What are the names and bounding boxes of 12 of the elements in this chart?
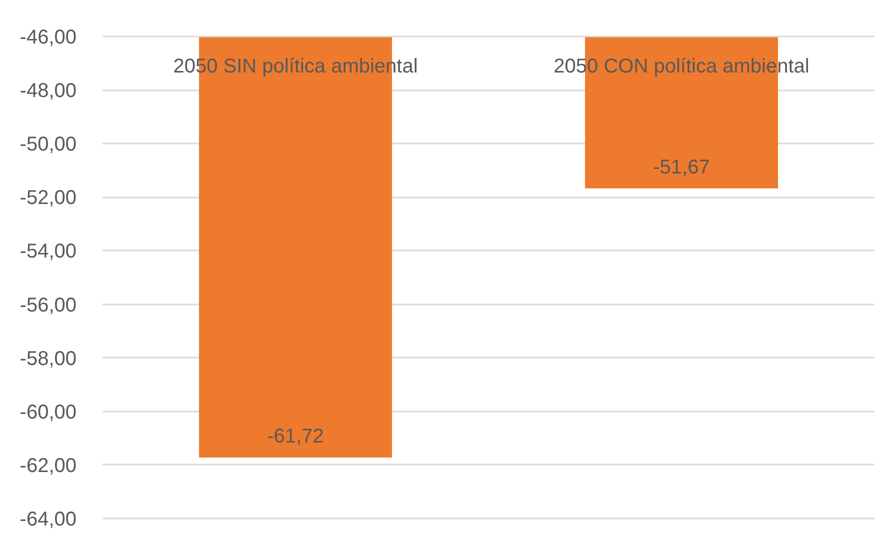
data-label: -61,72 xyxy=(267,425,324,448)
y-tick-label: -46,00 xyxy=(20,26,77,48)
y-tick-label: -52,00 xyxy=(20,187,77,210)
y-tick-label: -48,00 xyxy=(20,80,77,102)
y-tick-label: -58,00 xyxy=(20,348,77,370)
y-tick-label: -60,00 xyxy=(20,401,77,424)
y-tick-label: -62,00 xyxy=(20,454,77,477)
y-tick-label: -64,00 xyxy=(20,508,77,530)
y-tick-label: -50,00 xyxy=(20,134,77,156)
y-tick-label: -54,00 xyxy=(20,240,77,263)
data-label: -51,67 xyxy=(653,156,710,178)
y-tick-label: -56,00 xyxy=(20,294,77,316)
